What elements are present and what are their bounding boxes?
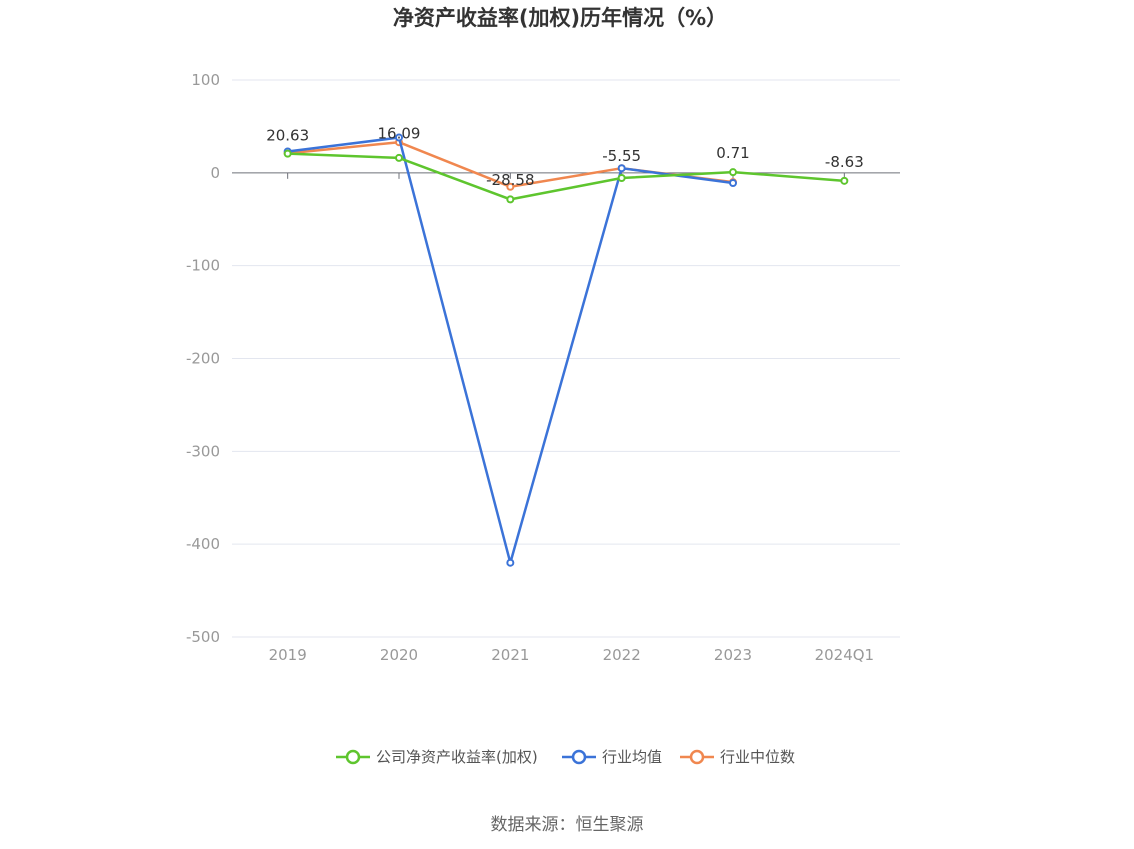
- legend-label: 行业中位数: [720, 748, 795, 766]
- legend-label: 公司净资产收益率(加权): [376, 748, 538, 766]
- data-label: -28.58: [486, 171, 534, 189]
- data-label: 0.71: [716, 144, 749, 162]
- data-point[interactable]: [395, 133, 403, 142]
- legend-item[interactable]: 行业均值: [562, 748, 662, 766]
- legend-item[interactable]: 公司净资产收益率(加权): [336, 748, 538, 766]
- data-point[interactable]: [506, 195, 515, 204]
- y-tick-label: 0: [210, 164, 220, 182]
- legend-label: 行业均值: [602, 748, 662, 766]
- x-tick-label: 2022: [603, 646, 641, 664]
- y-tick-label: -200: [186, 350, 220, 368]
- legend-marker: [689, 749, 705, 765]
- legend-marker: [571, 749, 587, 765]
- data-point[interactable]: [395, 153, 403, 162]
- data-label: -8.63: [825, 153, 864, 171]
- legend-item[interactable]: 行业中位数: [680, 748, 795, 766]
- x-tick-label: 2023: [714, 646, 752, 664]
- x-axis: 2019 2020 2021 2022 2023 2024Q1: [232, 172, 900, 664]
- y-axis: 100 0 -100 -200 -300 -400 -500: [186, 71, 220, 646]
- data-point[interactable]: [729, 179, 737, 188]
- data-label: -5.55: [602, 147, 641, 165]
- data-point[interactable]: [506, 182, 515, 191]
- y-tick-label: -100: [186, 257, 220, 275]
- x-tick-label: 2024Q1: [815, 646, 875, 664]
- x-tick-label: 2021: [491, 646, 529, 664]
- grid: [232, 79, 900, 638]
- legend[interactable]: 公司净资产收益率(加权) 行业均值 行业中位数: [336, 748, 795, 766]
- data-labels: 20.63 16.09 -28.58 -5.55 0.71 -8.63: [266, 125, 864, 189]
- legend-marker: [345, 749, 361, 765]
- chart-title: 净资产收益率(加权)历年情况（%）: [393, 6, 727, 30]
- y-tick-label: -500: [186, 628, 220, 646]
- data-label: 16.09: [378, 125, 421, 143]
- y-tick-label: -400: [186, 535, 220, 553]
- series-line: [287, 152, 845, 201]
- data-point[interactable]: [617, 173, 626, 182]
- source-note: 数据来源：恒生聚源: [491, 815, 644, 835]
- series-lines: [283, 133, 849, 567]
- data-point[interactable]: [729, 168, 737, 177]
- y-tick-label: -300: [186, 442, 220, 460]
- x-tick-label: 2020: [380, 646, 418, 664]
- data-point[interactable]: [617, 164, 626, 173]
- data-point[interactable]: [506, 558, 515, 567]
- data-point[interactable]: [283, 149, 292, 158]
- x-tick-label: 2019: [269, 646, 307, 664]
- data-label: 20.63: [266, 127, 309, 145]
- y-tick-label: 100: [191, 71, 220, 89]
- data-point[interactable]: [840, 176, 849, 185]
